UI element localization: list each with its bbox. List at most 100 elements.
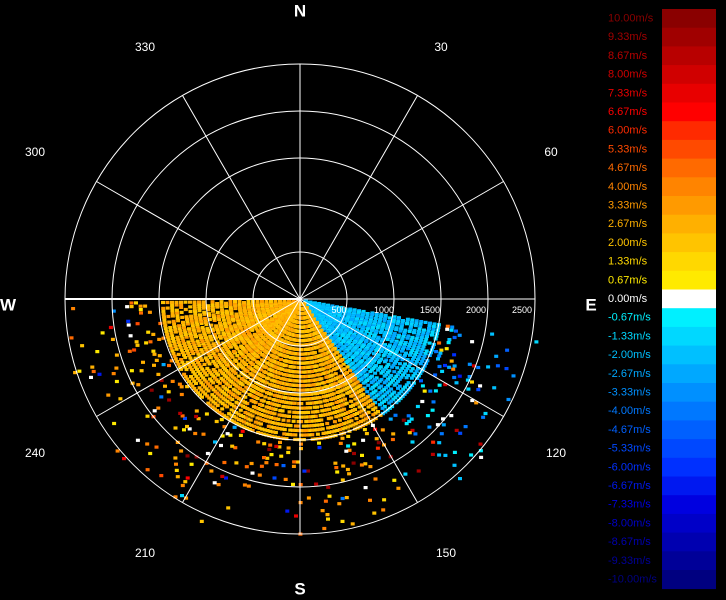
- velocity-cell: [258, 402, 262, 406]
- velocity-cell: [384, 372, 389, 376]
- velocity-cell: [326, 485, 331, 489]
- velocity-cell: [458, 477, 462, 481]
- velocity-cell: [271, 430, 276, 434]
- velocity-cell: [486, 365, 491, 369]
- velocity-cell: [344, 401, 349, 405]
- velocity-cell: [445, 324, 450, 328]
- velocity-cell: [311, 414, 316, 419]
- velocity-cell: [414, 319, 419, 323]
- velocity-cell: [454, 329, 458, 333]
- velocity-cell: [183, 330, 188, 334]
- velocity-cell: [378, 391, 383, 395]
- velocity-cell: [149, 388, 154, 392]
- velocity-cell: [355, 315, 360, 319]
- velocity-cell: [296, 347, 301, 352]
- velocity-cell: [206, 304, 211, 308]
- velocity-cell: [198, 393, 202, 397]
- velocity-cell: [505, 348, 510, 352]
- velocity-cell: [359, 419, 363, 424]
- velocity-cell: [308, 415, 313, 419]
- velocity-cell: [385, 384, 390, 388]
- velocity-cell: [438, 351, 443, 355]
- velocity-cell: [417, 327, 422, 331]
- velocity-cell: [173, 456, 178, 460]
- velocity-cell: [247, 427, 252, 432]
- velocity-cell: [361, 418, 366, 422]
- velocity-cell: [194, 347, 199, 352]
- velocity-cell: [204, 380, 209, 384]
- velocity-cell: [420, 333, 425, 337]
- velocity-cell: [306, 406, 310, 410]
- velocity-cell: [422, 389, 427, 393]
- velocity-cell: [240, 359, 245, 363]
- velocity-cell: [213, 402, 218, 406]
- velocity-cell: [430, 408, 435, 412]
- velocity-cell: [216, 342, 221, 346]
- velocity-cell: [394, 359, 399, 363]
- velocity-cell: [244, 465, 249, 469]
- velocity-cell: [261, 432, 266, 436]
- velocity-cell: [154, 358, 159, 362]
- velocity-cell: [397, 384, 402, 388]
- velocity-cell: [180, 483, 185, 488]
- velocity-cell: [277, 427, 282, 431]
- velocity-cell: [400, 366, 405, 370]
- velocity-cell: [190, 377, 195, 381]
- velocity-cell: [338, 441, 343, 445]
- velocity-cell: [265, 361, 270, 365]
- velocity-cell: [210, 300, 215, 304]
- velocity-cell: [317, 446, 322, 450]
- velocity-cell: [169, 331, 174, 335]
- velocity-cell: [377, 397, 382, 402]
- velocity-cell: [259, 317, 264, 321]
- velocity-cell: [206, 306, 211, 310]
- velocity-cell: [413, 371, 418, 376]
- velocity-cell: [331, 425, 336, 429]
- velocity-cell: [197, 343, 202, 347]
- colorbar-swatch: [662, 46, 716, 66]
- velocity-cell: [199, 335, 203, 339]
- velocity-cell: [245, 358, 250, 362]
- velocity-cell: [197, 304, 202, 308]
- velocity-cell: [356, 421, 361, 425]
- velocity-cell: [220, 308, 225, 312]
- velocity-cell: [492, 386, 497, 390]
- velocity-cell: [216, 379, 221, 384]
- velocity-cell: [134, 301, 138, 305]
- velocity-cell: [219, 418, 224, 422]
- velocity-cell: [175, 316, 180, 320]
- velocity-cell: [203, 371, 208, 375]
- velocity-cell: [361, 413, 366, 417]
- velocity-cell: [191, 341, 196, 345]
- velocity-cell: [283, 423, 288, 427]
- velocity-cell: [376, 441, 381, 445]
- velocity-cell: [179, 385, 184, 389]
- velocity-cell: [177, 343, 182, 347]
- velocity-cell: [182, 428, 186, 432]
- velocity-cell: [467, 375, 472, 379]
- velocity-cell: [175, 335, 180, 339]
- velocity-cell: [252, 424, 257, 428]
- velocity-cell: [217, 393, 222, 397]
- velocity-cell: [381, 346, 386, 350]
- velocity-cell: [256, 307, 261, 312]
- velocity-cell: [218, 388, 223, 392]
- colorbar-label: 8.00m/s: [608, 69, 648, 81]
- velocity-cell: [192, 363, 197, 367]
- velocity-cell: [272, 476, 277, 480]
- velocity-cell: [283, 477, 288, 481]
- velocity-cell: [410, 428, 415, 432]
- velocity-cell: [394, 339, 399, 343]
- velocity-cell: [163, 384, 167, 388]
- velocity-cell: [211, 309, 216, 313]
- velocity-cell: [265, 410, 270, 414]
- velocity-cell: [242, 483, 247, 487]
- velocity-cell: [159, 378, 164, 382]
- velocity-cell: [310, 387, 315, 392]
- velocity-cell: [355, 411, 359, 415]
- velocity-cell: [335, 390, 340, 394]
- velocity-cell: [267, 447, 272, 452]
- velocity-cell: [207, 354, 212, 358]
- velocity-cell: [478, 442, 483, 446]
- velocity-cell: [270, 421, 275, 425]
